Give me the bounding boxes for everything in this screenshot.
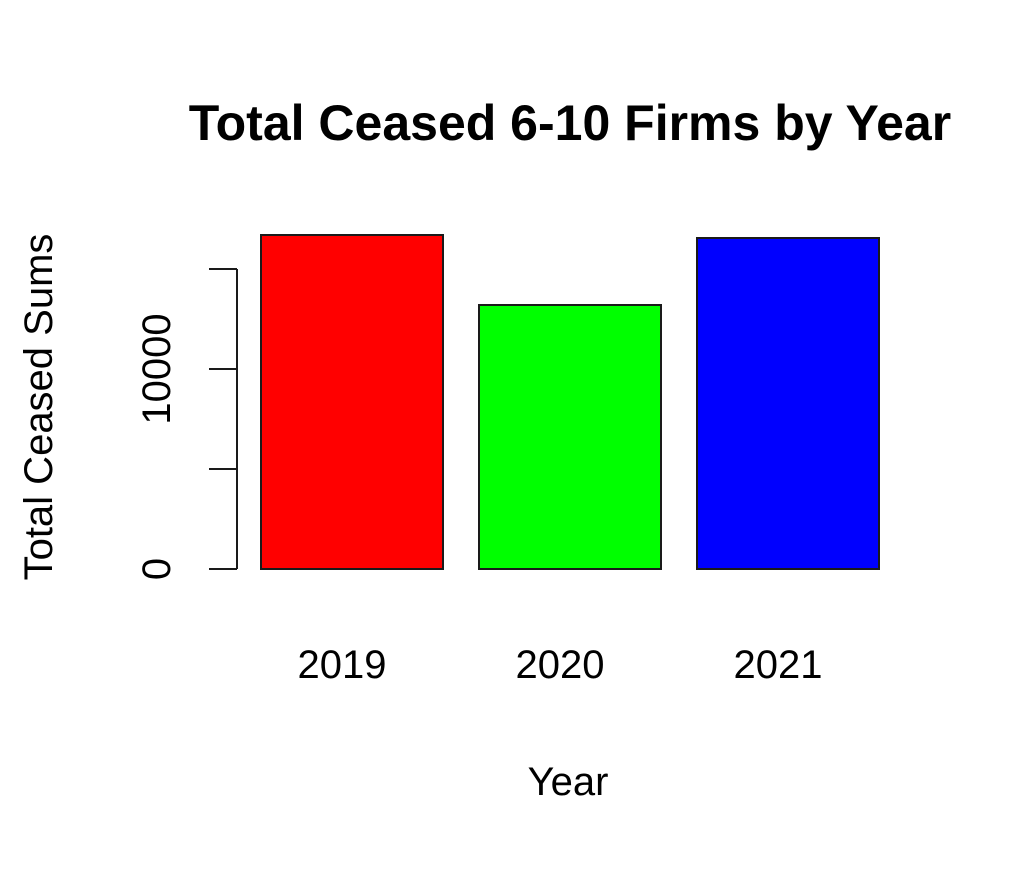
bar-2019 bbox=[260, 234, 444, 570]
x-tick-labels: 2019 2020 2021 bbox=[298, 643, 823, 687]
x-axis-label: Year bbox=[528, 760, 609, 804]
x-tick-label-2019: 2019 bbox=[298, 643, 387, 687]
y-tick-label: 0 bbox=[135, 558, 179, 580]
bar-2020 bbox=[478, 304, 662, 570]
y-axis-label: Total Ceased Sums bbox=[17, 234, 61, 581]
bars-layer bbox=[260, 234, 880, 570]
x-tick-label-2021: 2021 bbox=[734, 643, 823, 687]
y-tick-label: 10000 bbox=[135, 313, 179, 424]
x-tick-label-2020: 2020 bbox=[516, 643, 605, 687]
y-axis: 0 10000 bbox=[135, 268, 238, 580]
bar-2021 bbox=[696, 237, 880, 570]
chart-title: Total Ceased 6-10 Firms by Year bbox=[189, 95, 951, 151]
